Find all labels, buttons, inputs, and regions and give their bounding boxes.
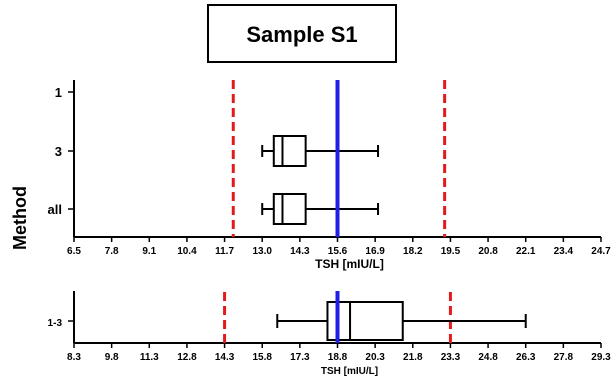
- box-1-3: [276, 301, 527, 341]
- chart-title: Sample S1: [246, 22, 357, 47]
- x-tick-label: 13.0: [252, 246, 272, 257]
- x-tick-label: 23.3: [441, 352, 461, 363]
- x-tick-label: 19.5: [441, 246, 461, 257]
- x-tick-label: 12.8: [177, 352, 197, 363]
- x-tick-label: 17.3: [290, 352, 310, 363]
- x-axis-label: TSH [mIU/L]: [321, 366, 378, 377]
- x-tick-label: 14.3: [215, 352, 235, 363]
- x-tick-label: 9.8: [105, 352, 119, 363]
- x-tick-label: 14.3: [290, 246, 310, 257]
- panel-2: 8.3 9.8 11.3 12.8 14.3 15.8 17.3 18.8 20.3 21.8 23…: [48, 291, 611, 377]
- x-tick-label: 7.8: [105, 246, 119, 257]
- x-tick-label: 11.7: [215, 246, 234, 257]
- box-3: [261, 135, 380, 167]
- x-tick-label: 15.6: [328, 246, 348, 257]
- x-tick-label: 23.4: [554, 246, 574, 257]
- x-tick-label: 29.3: [591, 352, 611, 363]
- x-tick-label: 20.8: [478, 246, 498, 257]
- box-iqr: [272, 135, 307, 167]
- box-iqr: [326, 301, 404, 341]
- y-tick-label: 1-3: [48, 318, 63, 329]
- x-tick-label: 26.3: [516, 352, 536, 363]
- x-tick-label: 9.1: [142, 246, 156, 257]
- x-tick-label: 24.7: [591, 246, 611, 257]
- x-tick-label: 6.5: [67, 246, 81, 257]
- x-tick-label: 20.3: [365, 352, 385, 363]
- panel-1: 6.5 7.8 9.1 10.4 11.7 13.0 14.3 15.6 16.9 18.2 19.…: [48, 80, 611, 271]
- title-box: [207, 4, 397, 63]
- y-tick-label: 1: [55, 85, 62, 100]
- x-tick-label: 24.8: [478, 352, 498, 363]
- x-tick-label: 15.8: [252, 352, 272, 363]
- x-tick-label: 10.4: [177, 246, 197, 257]
- x-tick-label: 18.8: [328, 352, 348, 363]
- box-all: [261, 193, 380, 225]
- x-tick-label: 8.3: [67, 352, 81, 363]
- x-tick-label: 16.9: [365, 246, 385, 257]
- x-tick-label: 22.1: [516, 246, 536, 257]
- x-axis-label: TSH [mIU/L]: [315, 257, 384, 271]
- x-tick-label: 21.8: [403, 352, 423, 363]
- y-tick-label: all: [48, 202, 62, 217]
- x-tick-label: 11.3: [140, 352, 159, 363]
- y-tick-label: 3: [55, 144, 62, 159]
- x-tick-label: 27.8: [554, 352, 574, 363]
- x-tick-label: 18.2: [403, 246, 423, 257]
- box-iqr: [272, 193, 307, 225]
- y-axis-title: Method: [10, 186, 30, 250]
